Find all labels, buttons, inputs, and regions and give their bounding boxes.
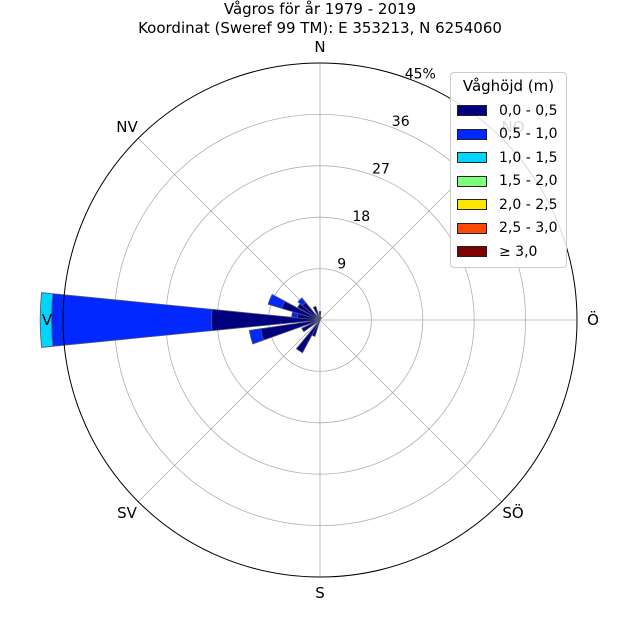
rose-bar-segment [301,319,321,333]
legend-entry: 1,5 - 2,0 [451,170,566,194]
legend-title: Våghöjd (m) [462,77,555,95]
legend-swatch [457,128,487,140]
grid-spoke [137,137,321,321]
legend-label: 0,5 - 1,0 [499,126,558,143]
radial-tick-label: 18 [352,209,370,225]
direction-label: SÖ [502,503,523,522]
legend-entry: ≥ 3,0 [451,240,566,264]
legend-swatch [457,246,487,258]
legend-label: 1,0 - 1,5 [499,149,558,166]
legend-label: ≥ 3,0 [499,243,538,260]
rose-bar-segment [51,293,213,347]
legend-swatch [457,222,487,234]
chart-title-line2: Koordinat (Sweref 99 TM): E 353213, N 62… [138,19,502,37]
legend-entry: 0,5 - 1,0 [451,123,566,147]
radial-tick-label: 27 [372,162,390,178]
radial-tick-label: 45% [405,67,436,83]
grid-spoke [319,319,503,503]
legend-label: 2,0 - 2,5 [499,196,558,213]
legend-label: 0,0 - 0,5 [499,102,558,119]
legend-swatch [457,199,487,211]
rose-bar-segment [39,292,54,348]
legend-swatch [457,152,487,164]
legend-entry: 2,0 - 2,5 [451,193,566,217]
direction-label: Ö [587,310,599,329]
legend-swatch [457,105,487,117]
legend-entry: 0,0 - 0,5 [451,99,566,123]
rose-bar-segment [248,328,265,345]
rose-bar-segment [312,305,321,321]
direction-label: N [314,38,325,56]
legend-label: 2,5 - 3,0 [499,220,558,237]
direction-label: S [315,584,325,602]
outer-circle [62,62,578,578]
legend-entry: 2,5 - 3,0 [451,217,566,241]
legend-entries: 0,0 - 0,5 0,5 - 1,0 1,0 - 1,5 1,5 - 2,0 2,0 … [451,99,566,264]
direction-label: V [42,311,53,329]
rose-bar-segment [267,293,286,309]
grid-spoke [137,319,321,503]
rose-bar-segment [319,316,322,321]
legend: Våghöjd (m) 0,0 - 0,5 0,5 - 1,0 1,0 - 1,5 1… [450,72,567,268]
direction-label: NV [116,118,138,136]
direction-label: SV [117,504,138,522]
rose-bar-segment [318,311,322,321]
chart-title-line1: Vågros för år 1979 - 2019 [223,0,417,18]
legend-entry: 1,0 - 1,5 [451,146,566,170]
rose-bar-segment [295,319,321,354]
legend-label: 1,5 - 2,0 [499,173,558,190]
legend-swatch [457,175,487,187]
chart-title: Vågros för år 1979 - 2019 Koordinat (Swe… [0,0,640,38]
radial-tick-label: 36 [392,114,410,130]
radial-tick-label: 9 [337,257,346,273]
rose-bar-segment [297,297,307,307]
